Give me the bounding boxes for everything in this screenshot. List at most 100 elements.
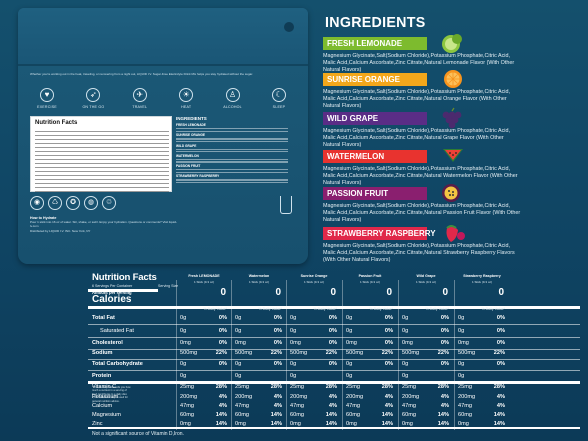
nutrient-daily-value: 22% bbox=[437, 350, 449, 356]
nutrient-daily-value: 14% bbox=[437, 421, 449, 427]
nutrient-amount: 25mg bbox=[346, 384, 360, 390]
certification-badge-icon: ✪ bbox=[66, 196, 80, 210]
row-rule bbox=[88, 337, 580, 338]
servings-per-container: 6 Servings Per Container bbox=[92, 284, 133, 288]
bag-nutrition-row bbox=[35, 149, 169, 152]
rule-bottom bbox=[88, 427, 580, 429]
nutrient-amount: 200mg bbox=[235, 394, 253, 400]
nutrient-label: Potassium bbox=[92, 394, 119, 400]
row-rule bbox=[88, 370, 580, 371]
nutrient-amount: 0g bbox=[458, 361, 465, 367]
nutrient-daily-value: 4% bbox=[384, 403, 393, 409]
calories-label: Calories bbox=[92, 294, 132, 305]
exercise-icon: ♥ bbox=[40, 88, 54, 102]
nutrient-amount: 0mg bbox=[458, 421, 469, 427]
nutrient-amount: 0g bbox=[290, 315, 297, 321]
bag-flavor-name: STRAWBERRY RASPBERRY bbox=[176, 174, 220, 179]
bag-nutrition-row bbox=[35, 141, 169, 144]
flavor-heading: WATERMELON bbox=[323, 150, 427, 163]
nutrient-daily-value: 14% bbox=[270, 421, 282, 427]
nutrient-amount: 0g bbox=[346, 315, 353, 321]
nutrient-amount: 0mg bbox=[235, 340, 246, 346]
travel-icon: ✈ bbox=[132, 88, 147, 102]
bag-nutrition-row bbox=[35, 181, 169, 184]
bag-use-icon-0: ♥ EXERCISE bbox=[32, 88, 62, 109]
nutrient-amount: 200mg bbox=[290, 394, 308, 400]
nutrient-daily-value: 0% bbox=[384, 328, 393, 334]
nutrient-daily-value: 0% bbox=[328, 340, 337, 346]
flavor-ingredients-text: Magnesium Glycinate,Salt(Sodium Chloride… bbox=[323, 128, 510, 148]
column-serving-size: 1 Stick (9.3 oz) bbox=[303, 280, 324, 284]
nutrient-amount: 0g bbox=[402, 315, 409, 321]
nutrient-daily-value: 14% bbox=[493, 412, 505, 418]
flavor-column: Passion Fruit 1 Stick (9.3 oz) 0 % Daily Va… bbox=[342, 268, 396, 441]
passion-icon bbox=[440, 182, 462, 209]
nutrient-amount: 500mg bbox=[402, 350, 420, 356]
nutrient-label: Zinc bbox=[92, 421, 103, 427]
glass-icon bbox=[280, 196, 292, 214]
nutrient-amount: 60mg bbox=[458, 412, 472, 418]
daily-value-header: % Daily Value* bbox=[203, 307, 227, 311]
nutrient-amount: 500mg bbox=[235, 350, 253, 356]
nutrient-amount: 0g bbox=[235, 328, 242, 334]
nutrient-daily-value: 4% bbox=[218, 394, 227, 400]
bag-flavor-name: SUNRISE ORANGE bbox=[176, 133, 206, 138]
nutrient-daily-value: 4% bbox=[496, 394, 505, 400]
bag-company: Distributed by LIQUID I.V. INC. New York… bbox=[30, 228, 91, 233]
nutrient-amount: 60mg bbox=[402, 412, 416, 418]
nutrient-amount: 200mg bbox=[180, 394, 198, 400]
nutrient-amount: 0mg bbox=[180, 340, 191, 346]
nutrient-daily-value: 4% bbox=[328, 403, 337, 409]
flavor-column: Sunrise Orange 1 Stick (9.3 oz) 0 % Daily V… bbox=[286, 268, 340, 441]
nutrient-daily-value: 0% bbox=[273, 328, 282, 334]
nutrient-label: Magnesium bbox=[92, 412, 121, 418]
nutrient-daily-value: 0% bbox=[328, 328, 337, 334]
nutrient-label: Vitamin C bbox=[92, 384, 117, 390]
flavor-column: Watermelon 1 Stick (9.3 oz) 0 % Daily Value… bbox=[231, 268, 285, 441]
rule-thick-calories bbox=[88, 306, 580, 309]
bag-nutrition-title: Nutrition Facts bbox=[35, 120, 78, 126]
grape-icon bbox=[440, 107, 462, 134]
nutrient-daily-value: 22% bbox=[381, 350, 393, 356]
column-flavor-name: Wild Grape bbox=[416, 274, 436, 278]
nutrient-daily-value: 4% bbox=[440, 403, 449, 409]
bag-use-label: ALCOHOL bbox=[223, 105, 242, 109]
nutrient-amount: 60mg bbox=[180, 412, 194, 418]
nutrient-daily-value: 0% bbox=[218, 340, 227, 346]
nutrient-daily-value: 14% bbox=[381, 421, 393, 427]
nutrient-daily-value: 14% bbox=[493, 421, 505, 427]
flavor-column: Wild Grape 1 Stick (9.3 oz) 0 % Daily Value… bbox=[398, 268, 452, 441]
nutrition-facts-table: Nutrition Facts 6 Servings Per Container… bbox=[88, 268, 588, 441]
watermelon-icon bbox=[442, 145, 464, 168]
bag-flavor-text-line bbox=[176, 151, 288, 153]
product-bag: Whether you’re working out in the heat, … bbox=[18, 8, 308, 264]
bag-nutrition-row bbox=[35, 165, 169, 168]
nutrient-daily-value: 4% bbox=[440, 394, 449, 400]
nutrient-amount: 47mg bbox=[290, 403, 304, 409]
nutrient-daily-value: 4% bbox=[218, 403, 227, 409]
bag-tear-notch bbox=[284, 22, 294, 32]
bag-nutrition-row bbox=[35, 157, 169, 160]
nutrient-daily-value: 0% bbox=[440, 361, 449, 367]
bag-flavor-name: WATERMELON bbox=[176, 153, 199, 158]
bag-badges: ◉ ♺ ✪ ◍ ♲ bbox=[30, 196, 170, 210]
nutrient-amount: 25mg bbox=[458, 384, 472, 390]
nutrient-daily-value: 0% bbox=[384, 361, 393, 367]
lime-icon bbox=[440, 32, 462, 59]
nutrient-amount: 0mg bbox=[458, 340, 469, 346]
on-the-go-icon: ➶ bbox=[86, 88, 101, 102]
bag-flavor-text-line bbox=[176, 179, 288, 181]
orange-icon bbox=[442, 68, 464, 95]
nutrient-daily-value: 28% bbox=[437, 384, 449, 390]
column-calories: 0 bbox=[330, 287, 336, 298]
nutrient-daily-value: 28% bbox=[270, 384, 282, 390]
column-flavor-name: Watermelon bbox=[248, 274, 270, 278]
bag-how-title: How to Hydrate bbox=[30, 216, 57, 220]
bag-use-label: TRAVEL bbox=[132, 105, 148, 109]
nutrient-daily-value: 4% bbox=[273, 394, 282, 400]
column-serving-size: 1 Stick (9.3 oz) bbox=[248, 280, 269, 284]
bag-flavor-text-line bbox=[176, 171, 288, 173]
flavor-heading: PASSION FRUIT bbox=[323, 187, 427, 200]
nutrient-daily-value: 0% bbox=[218, 361, 227, 367]
certification-badge-icon: ♲ bbox=[102, 196, 116, 210]
